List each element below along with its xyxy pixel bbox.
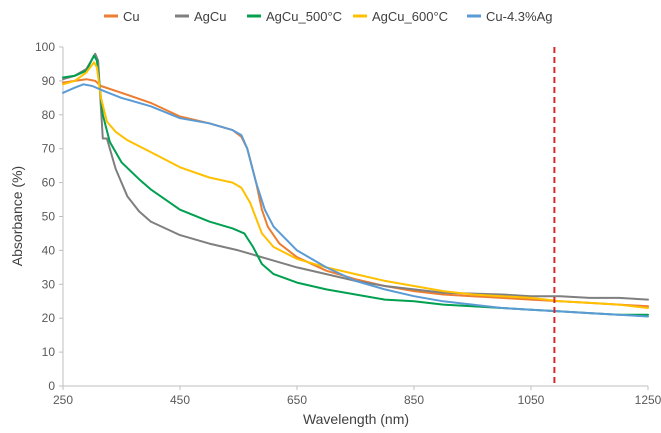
legend-label-3: AgCu_600°C [372, 9, 448, 24]
x-tick-label: 1050 [518, 393, 545, 407]
y-tick-label: 40 [42, 243, 56, 257]
legend-label-0: Cu [123, 9, 140, 24]
legend-label-2: AgCu_500°C [266, 9, 342, 24]
x-tick-label: 450 [170, 393, 190, 407]
x-axis-ticks: 250 450 650 850 1050 1250 [53, 386, 661, 407]
y-tick-label: 60 [42, 176, 56, 190]
y-tick-label: 80 [42, 108, 56, 122]
y-tick-label: 20 [42, 311, 56, 325]
legend-label-1: AgCu [194, 9, 227, 24]
y-axis-title: Absorbance (%) [9, 166, 25, 266]
legend-label-4: Cu-4.3%Ag [486, 9, 552, 24]
y-axis-ticks: 0 10 20 30 40 50 60 70 80 90 100 [35, 40, 63, 393]
y-tick-label: 100 [35, 40, 55, 54]
x-tick-label: 250 [53, 393, 73, 407]
series-lines [62, 52, 649, 318]
y-tick-label: 0 [48, 379, 55, 393]
series-line-4 [62, 83, 649, 318]
y-tick-label: 30 [42, 277, 56, 291]
y-tick-label: 90 [42, 74, 56, 88]
series-line-0 [62, 78, 649, 308]
y-tick-label: 10 [42, 345, 56, 359]
y-tick-label: 50 [42, 210, 56, 224]
legend: Cu AgCu AgCu_500°C AgCu_600°C Cu-4.3%Ag [104, 9, 552, 24]
series-line-1 [62, 52, 649, 301]
x-tick-label: 1250 [635, 393, 661, 407]
x-tick-label: 850 [404, 393, 424, 407]
series-line-2 [62, 54, 649, 316]
x-tick-label: 650 [287, 393, 307, 407]
series-line-3 [62, 61, 649, 309]
y-tick-label: 70 [42, 142, 56, 156]
x-axis-title: Wavelength (nm) [303, 411, 409, 427]
